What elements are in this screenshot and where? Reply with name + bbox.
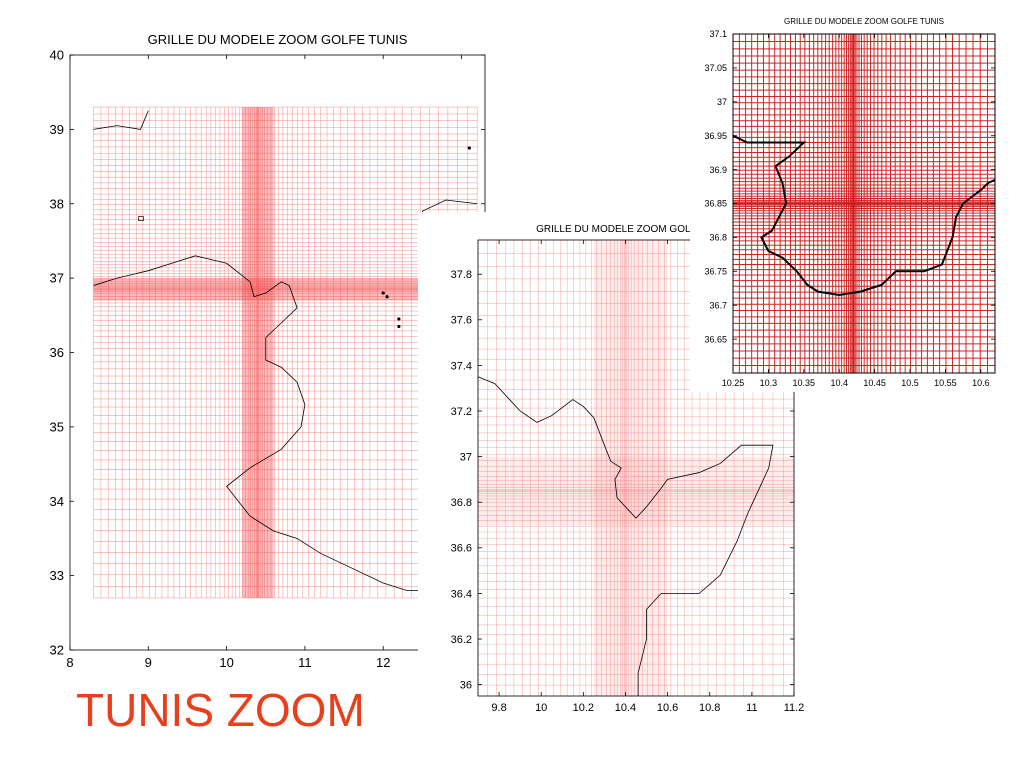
refinement-band-vertical (593, 240, 668, 696)
island-point (385, 295, 389, 299)
coastline (93, 110, 149, 130)
y-tick-label: 36.8 (451, 497, 472, 509)
y-tick-label: 36.85 (704, 199, 727, 209)
y-tick-label: 36.95 (704, 131, 727, 141)
x-tick-label: 10.3 (760, 378, 778, 388)
island-point (397, 324, 401, 329)
x-tick-label: 10.8 (699, 702, 720, 714)
x-tick-label: 10.45 (863, 378, 886, 388)
x-tick-label: 10.4 (830, 378, 848, 388)
chart-title: GRILLE DU MODELE ZOOM GOLFE TUNIS (784, 17, 944, 26)
y-tick-label: 36.2 (451, 634, 472, 646)
island-point (467, 146, 471, 150)
y-tick-label: 37.2 (451, 406, 472, 418)
y-tick-label: 37 (460, 451, 472, 463)
y-tick-label: 37.8 (451, 269, 472, 281)
x-tick-label: 10.35 (793, 378, 816, 388)
x-tick-label: 9 (145, 655, 152, 670)
x-tick-label: 10.2 (573, 702, 594, 714)
grid-map-chart: 9.8 10 10.2 10.4 10.6 10.8 11 11.2 36 36.2 36.4 36.… (451, 224, 805, 714)
y-tick-label: 36.75 (704, 266, 727, 276)
chart-title: GRILLE DU MODELE ZOOM GOLFE TUNIS (148, 32, 408, 47)
x-tick-label: 10 (219, 655, 233, 670)
plot-frame (477, 239, 795, 697)
y-tick-label: 38 (50, 196, 64, 211)
x-tick-label: 11.2 (784, 702, 805, 714)
y-tick-label: 32 (50, 643, 64, 658)
coastline (477, 376, 774, 696)
grid-map-chart: 10.25 10.3 10.35 10.4 10.45 10.5 10.55 10.6 36.6… (704, 17, 996, 388)
model-grid (93, 106, 478, 599)
x-tick-label: 9.8 (491, 702, 506, 714)
refinement-band-vertical (242, 107, 274, 598)
coastline (732, 134, 996, 297)
y-tick-label: 35 (50, 419, 64, 434)
y-tick-label: 37.1 (709, 29, 727, 39)
y-tick-label: 36.7 (709, 300, 727, 310)
x-tick-label: 10.55 (934, 378, 957, 388)
slide-caption: TUNIS ZOOM (76, 684, 365, 736)
grid-map-chart: 8910111213323334353637383940GRILLE DU MO… (50, 32, 486, 670)
y-tick-label: 37 (717, 97, 727, 107)
y-tick-label: 36.65 (704, 334, 727, 344)
x-tick-label: 10 (535, 702, 547, 714)
y-tick-label: 36.8 (709, 233, 727, 243)
y-tick-label: 39 (50, 122, 64, 137)
chart-panel-zoom: 9.8 10 10.2 10.4 10.6 10.8 11 11.2 36 36.2 36.4 36.… (418, 212, 812, 722)
x-tick-label: 12 (376, 655, 390, 670)
refinement-band-horizontal (93, 278, 478, 301)
model-grid (477, 239, 795, 697)
y-tick-label: 36 (50, 345, 64, 360)
y-tick-label: 37.4 (451, 360, 472, 372)
coastline (93, 255, 478, 591)
chart-panel-detail: 10.25 10.3 10.35 10.4 10.45 10.5 10.55 10.6 36.6… (690, 8, 1010, 392)
y-tick-label: 36.4 (451, 588, 472, 600)
y-tick-label: 40 (50, 48, 64, 63)
x-tick-label: 8 (66, 655, 73, 670)
x-tick-label: 10.4 (615, 702, 636, 714)
y-tick-label: 37 (50, 271, 64, 286)
y-tick-label: 33 (50, 568, 64, 583)
y-tick-label: 36.9 (709, 165, 727, 175)
x-tick-label: 10.25 (722, 378, 745, 388)
x-tick-label: 11 (298, 655, 312, 670)
x-tick-label: 10.6 (972, 378, 990, 388)
y-tick-label: 36.6 (451, 543, 472, 555)
island-point (381, 291, 385, 295)
y-tick-label: 37.6 (451, 315, 472, 327)
x-tick-label: 10.5 (901, 378, 919, 388)
island-box (138, 216, 144, 221)
y-tick-label: 37.05 (704, 63, 727, 73)
chart-title: GRILLE DU MODELE ZOOM GOLFE TUNIS (536, 224, 736, 235)
island-point (397, 317, 401, 321)
model-grid (732, 33, 996, 374)
refinement-band-horizontal (478, 456, 794, 525)
x-tick-label: 10.6 (657, 702, 678, 714)
y-tick-label: 36 (460, 679, 472, 691)
y-tick-label: 34 (50, 494, 64, 509)
x-tick-label: 11 (746, 702, 757, 714)
